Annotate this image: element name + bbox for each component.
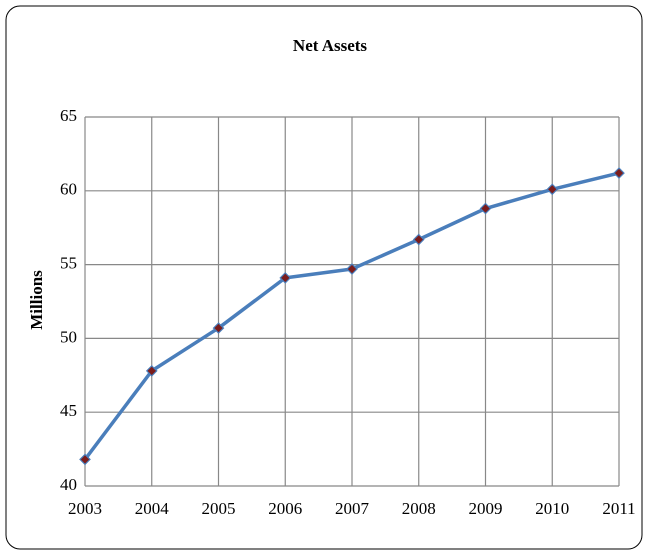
- chart-border: [5, 5, 643, 550]
- data-point: [613, 167, 625, 179]
- x-tick-label: 2006: [268, 499, 302, 518]
- y-tick-label: 45: [60, 401, 77, 420]
- data-point: [212, 322, 225, 334]
- y-tick-label: 60: [60, 180, 77, 199]
- data-point: [546, 183, 559, 196]
- y-tick-label: 65: [60, 106, 77, 125]
- data-point: [412, 233, 425, 246]
- chart-title: Net Assets: [293, 36, 368, 55]
- y-axis-label: Millions: [27, 270, 46, 330]
- x-tick-label: 2011: [602, 499, 635, 518]
- x-tick-label: 2004: [135, 499, 170, 518]
- data-point: [346, 263, 358, 275]
- x-tick-label: 2003: [68, 499, 102, 518]
- y-tick-label: 55: [60, 254, 77, 273]
- data-point: [79, 453, 91, 466]
- x-tick-label: 2007: [335, 499, 370, 518]
- x-tick-label: 2008: [402, 499, 436, 518]
- x-tick-label: 2005: [202, 499, 236, 518]
- y-tick-label: 50: [60, 327, 77, 346]
- x-tick-label: 2009: [469, 499, 503, 518]
- data-point: [479, 202, 492, 215]
- y-tick-label: 40: [60, 475, 77, 494]
- data-point: [145, 365, 158, 377]
- x-tick-label: 2010: [535, 499, 569, 518]
- data-point: [279, 272, 292, 284]
